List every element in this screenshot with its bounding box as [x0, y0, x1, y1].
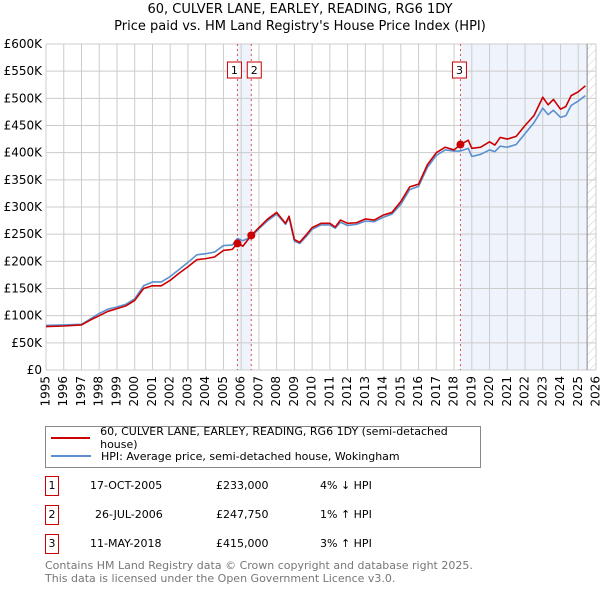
x-tick-label: 2013	[358, 376, 372, 407]
y-tick-label: £150K	[4, 282, 44, 296]
x-tick-label: 2012	[340, 376, 354, 407]
x-tick-label: 2021	[500, 376, 514, 407]
x-tick-label: 1999	[109, 376, 123, 407]
price-chart: 1995 1996 1997 1998 1999 2000 2001 2002 2003 2004…	[4, 37, 600, 407]
sale-hpi: 1% ↑ HPI	[320, 508, 372, 521]
y-tick-label: £50K	[11, 336, 43, 350]
x-tick-label: 2020	[482, 376, 496, 407]
sale-number: 1	[45, 476, 59, 496]
sale-price: £233,000	[216, 479, 269, 492]
sale-price: £415,000	[216, 537, 269, 550]
sale-hpi: 3% ↑ HPI	[320, 537, 372, 550]
sale-hpi: 4% ↓ HPI	[320, 479, 372, 492]
x-tick-label: 2015	[393, 376, 407, 407]
x-tick-label: 2019	[464, 376, 478, 407]
y-tick-label: £0	[27, 363, 42, 377]
hpi-line	[45, 94, 586, 327]
x-tick-label: 2022	[518, 376, 532, 407]
x-tick-label: 1997	[74, 376, 88, 407]
footer-line-1: Contains HM Land Registry data © Crown c…	[45, 559, 473, 572]
sale-label-box	[451, 61, 467, 79]
sale-number: 3	[45, 534, 59, 554]
y-tick-label: £450K	[4, 119, 44, 133]
legend-label: HPI: Average price, semi-detached house,…	[101, 449, 400, 463]
x-tick-label: 2010	[305, 376, 319, 407]
sale-date: 17-OCT-2005	[90, 479, 163, 492]
x-tick-label: 2016	[411, 376, 425, 407]
x-tick-label: 2017	[429, 376, 443, 407]
x-tick-label: 2007	[251, 376, 265, 407]
chart-subtitle: Price paid vs. HM Land Registry's House …	[114, 19, 486, 34]
x-tick-label: 2003	[180, 376, 194, 407]
property-price-line	[45, 85, 586, 328]
x-tick-label: 2023	[535, 376, 549, 407]
x-tick-label: 2026	[589, 376, 600, 407]
x-tick-label: 2001	[145, 376, 159, 407]
x-tick-label: 2006	[234, 376, 248, 407]
sale-price: £247,750	[216, 508, 269, 521]
sale-label-box	[246, 61, 262, 79]
x-tick-label: 2005	[216, 376, 230, 407]
legend-label: 60, CULVER LANE, EARLEY, READING, RG6 1D…	[100, 425, 448, 451]
y-tick-label: £250K	[4, 227, 44, 241]
y-tick-label: £550K	[4, 64, 44, 78]
x-tick-label: 2004	[198, 376, 212, 407]
y-tick-label: £300K	[4, 200, 44, 214]
y-tick-label: £400K	[4, 146, 44, 160]
x-tick-label: 1998	[92, 376, 106, 407]
x-tick-label: 2025	[571, 376, 585, 407]
x-tick-label: 1996	[56, 376, 70, 407]
y-tick-label: £100K	[4, 309, 44, 323]
y-tick-label: £200K	[4, 254, 44, 268]
y-tick-label: £500K	[4, 91, 44, 105]
x-tick-label: 2008	[269, 376, 283, 407]
sale-date: 11-MAY-2018	[90, 537, 162, 550]
sale-label: 1	[231, 64, 238, 77]
x-tick-label: 2024	[553, 376, 567, 407]
sale-label-box	[226, 61, 242, 79]
sale-point	[456, 140, 465, 149]
legend-swatch-red	[51, 437, 91, 439]
sale-point	[233, 239, 242, 248]
y-tick-label: £350K	[4, 173, 44, 187]
x-tick-label: 2014	[376, 376, 390, 407]
sale-label: 2	[251, 64, 258, 77]
x-tick-label: 1995	[39, 376, 53, 407]
legend: 60, CULVER LANE, EARLEY, READING, RG6 1D…	[45, 425, 481, 468]
x-tick-label: 2009	[287, 376, 301, 407]
x-tick-label: 2018	[447, 376, 461, 407]
sale-date: 26-JUL-2006	[95, 508, 163, 521]
x-tick-label: 2000	[127, 376, 141, 407]
x-tick-label: 2002	[163, 376, 177, 407]
sale-label: 3	[456, 64, 463, 77]
y-tick-label: £600K	[4, 37, 44, 51]
sale-point	[247, 231, 256, 240]
x-tick-label: 2011	[322, 376, 336, 407]
legend-swatch-blue	[51, 455, 91, 457]
legend-item-property: 60, CULVER LANE, EARLEY, READING, RG6 1D…	[51, 425, 480, 451]
sale-number: 2	[45, 505, 59, 525]
chart-title: 60, CULVER LANE, EARLEY, READING, RG6 1D…	[147, 2, 453, 17]
legend-item-hpi: HPI: Average price, semi-detached house,…	[51, 447, 400, 465]
footer-line-2: This data is licensed under the Open Gov…	[45, 572, 396, 585]
